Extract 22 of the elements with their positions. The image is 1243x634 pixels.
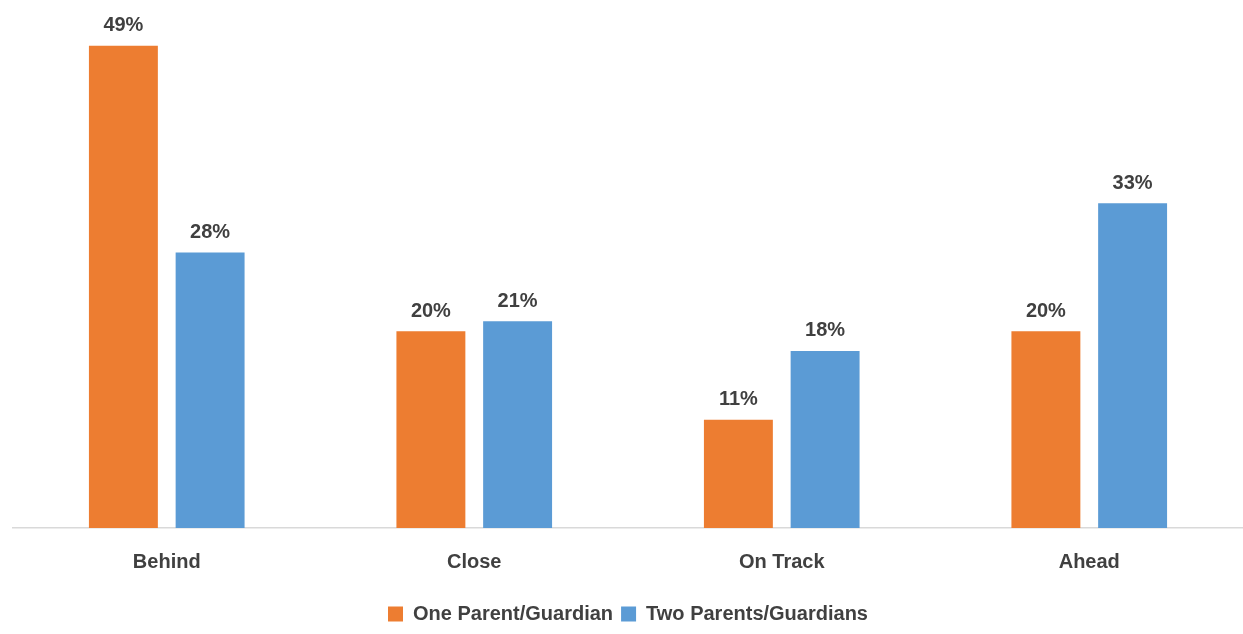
bar (88, 45, 158, 528)
bar (790, 350, 860, 528)
bar (175, 252, 245, 528)
legend-label: Two Parents/Guardians (646, 601, 868, 624)
data-label: 49% (103, 13, 144, 36)
data-label: 33% (1112, 170, 1153, 193)
data-label: 20% (1025, 298, 1067, 321)
bar (396, 331, 466, 528)
x-tick-label: On Track (738, 549, 826, 572)
legend-label: One Parent/Guardian (413, 601, 614, 624)
bar (1011, 331, 1081, 528)
x-tick-label: Behind (132, 549, 201, 572)
data-label: 21% (497, 288, 538, 311)
bar (1098, 203, 1168, 528)
bar (703, 419, 773, 528)
x-tick-label: Ahead (1058, 549, 1120, 572)
data-label: 18% (805, 318, 846, 341)
data-label: 20% (410, 298, 452, 321)
data-label: 11% (718, 387, 759, 410)
x-tick-label: Close (447, 549, 502, 572)
data-label: 28% (190, 220, 231, 242)
bar (483, 321, 553, 528)
